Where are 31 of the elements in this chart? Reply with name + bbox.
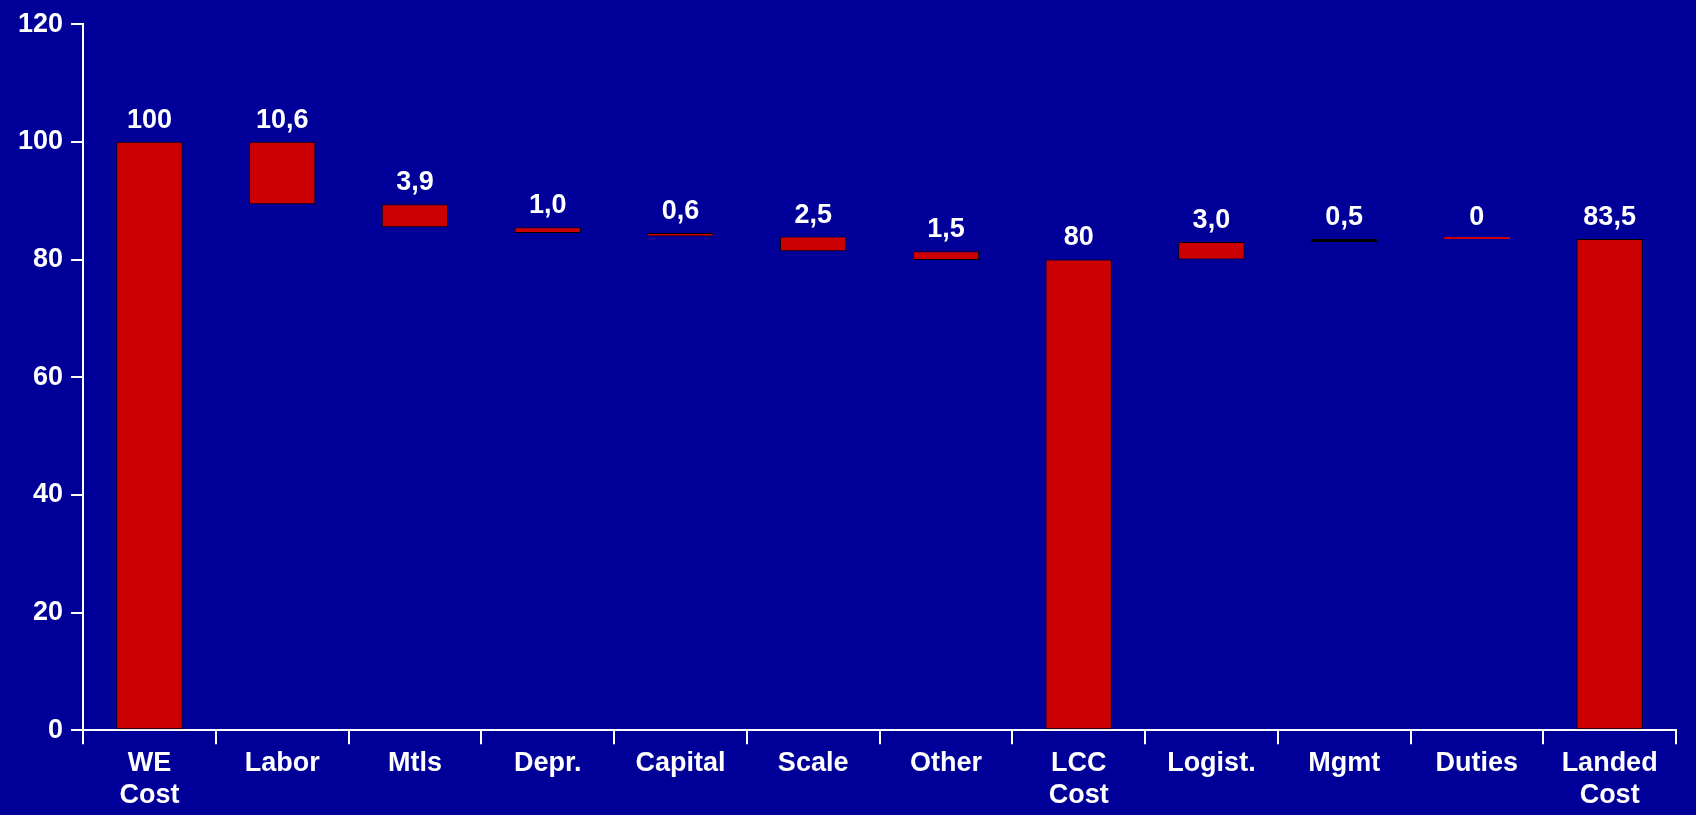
x-tick-label: Other: [909, 746, 983, 777]
x-tick-label: Capital: [635, 746, 726, 777]
data-label: 1,0: [528, 189, 567, 220]
data-label: 3,0: [1192, 203, 1231, 234]
y-tick-label: 20: [33, 595, 64, 626]
data-label: 3,9: [396, 166, 434, 197]
data-label: 0: [1469, 200, 1485, 231]
data-label: 100: [126, 103, 172, 134]
x-tick-label: LCC Cost: [1048, 746, 1109, 810]
data-label: 80: [1063, 221, 1094, 252]
y-tick-label: 0: [48, 713, 64, 744]
data-label: 0,6: [661, 195, 700, 226]
x-tick-label: Duties: [1435, 746, 1519, 777]
data-label: 2,5: [794, 198, 832, 229]
y-tick-label: 40: [33, 478, 64, 509]
x-tick-label: Mgmt: [1308, 746, 1381, 777]
y-tick-label: 100: [17, 125, 64, 156]
data-label: 1,5: [927, 213, 965, 244]
y-tick-label: 120: [17, 7, 64, 38]
x-tick-label: Mtls: [387, 746, 442, 777]
data-label: 10,6: [255, 103, 309, 134]
x-tick-label: Logist.: [1167, 746, 1256, 777]
data-label: 0,5: [1325, 200, 1363, 231]
data-label: 83,5: [1583, 200, 1636, 231]
x-tick-label: Labor: [244, 746, 321, 777]
x-tick-label: Scale: [777, 746, 849, 777]
x-tick-label: WE Cost: [119, 746, 180, 810]
y-tick-label: 80: [33, 242, 64, 273]
x-tick-label: Landed Cost: [1561, 746, 1658, 810]
y-tick-label: 60: [33, 360, 64, 391]
x-tick-label: Depr.: [513, 746, 582, 777]
